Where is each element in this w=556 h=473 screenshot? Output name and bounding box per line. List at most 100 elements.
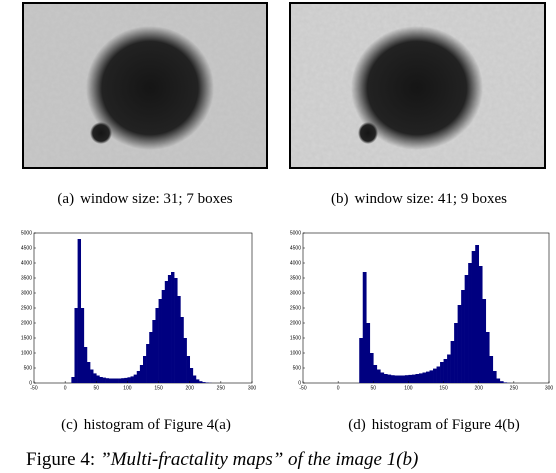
histogram-bar (461, 290, 465, 383)
y-tick-label: 3500 (290, 275, 301, 281)
plot-frame (302, 232, 550, 384)
x-tick-label: 50 (94, 385, 100, 391)
histogram-bar (373, 365, 378, 383)
x-tick-label: 0 (64, 385, 67, 391)
subfigure-text: histogram of Figure 4(b) (372, 417, 520, 433)
histogram-bar (186, 356, 191, 383)
histogram-bar (408, 374, 413, 383)
histogram-bar (433, 368, 437, 383)
y-tick-label: 1500 (21, 335, 32, 341)
histogram-bar (114, 378, 119, 383)
histogram-bar (380, 372, 385, 383)
histogram-bar (149, 332, 153, 383)
histogram-bar (475, 245, 480, 383)
histogram-bar (426, 371, 430, 383)
x-tick-label: 300 (248, 385, 257, 391)
x-tick-label: 150 (154, 385, 163, 391)
y-tick-label: 3000 (21, 290, 32, 296)
histogram-bar (468, 263, 472, 383)
histogram-bar (390, 375, 395, 383)
y-tick-label: 2000 (290, 320, 301, 326)
histogram-bar (121, 378, 125, 383)
histogram-bar (499, 381, 504, 383)
histogram-bar (485, 332, 490, 383)
y-tick-label: 0 (29, 380, 32, 386)
histogram-bar (418, 373, 423, 383)
x-tick-label: -50 (30, 385, 37, 391)
subfigure-tag: (c) (61, 417, 78, 433)
histogram-bar (171, 272, 175, 383)
y-tick-label: 2500 (290, 305, 301, 311)
x-tick-label: -50 (299, 385, 306, 391)
histogram-bar (86, 362, 91, 383)
histogram-bar (401, 375, 406, 383)
histogram-bar (482, 299, 487, 383)
y-tick-label: 4000 (21, 260, 32, 266)
histogram-bar (152, 320, 156, 383)
subfigure-tag: (d) (348, 417, 366, 433)
x-tick-label: 50 (371, 385, 377, 391)
histogram-bar (202, 382, 206, 383)
subfigure-caption: (a) window size: 31; 7 boxes (57, 191, 232, 207)
histogram-bar (496, 378, 501, 383)
y-tick-label: 4000 (290, 260, 301, 266)
histogram-bar (366, 323, 371, 383)
histogram-bar (387, 374, 392, 383)
histogram-bar (457, 305, 462, 383)
subfigure-tag: (b) (331, 191, 349, 207)
x-tick-label: 300 (545, 385, 554, 391)
figure-caption-text: ”Multi-fractality maps” of the image 1(b… (100, 449, 418, 470)
y-tick-label: 500 (293, 365, 302, 371)
histogram-bar (397, 375, 402, 383)
subfigure-caption: (b) window size: 41; 9 boxes (331, 191, 507, 207)
histogram-bar (404, 375, 409, 383)
histogram-bar (174, 278, 178, 383)
histogram-bar (158, 299, 162, 383)
image-a (22, 2, 268, 169)
x-tick-label: 200 (475, 385, 484, 391)
histogram-bar (155, 308, 159, 383)
histogram-bar (161, 290, 166, 383)
histogram-bar (478, 266, 483, 383)
y-tick-label: 500 (24, 365, 33, 371)
y-tick-label: 5000 (290, 230, 301, 236)
histogram-bar (362, 272, 367, 383)
histogram-bar (80, 308, 85, 383)
histogram-bar (99, 377, 103, 383)
histogram-bar (411, 374, 416, 383)
histogram-bar (180, 317, 184, 383)
subfigure-text: window size: 31; 7 boxes (80, 191, 233, 207)
histogram-bar (102, 377, 106, 383)
histogram-bar (192, 375, 197, 383)
y-tick-label: 1500 (290, 335, 301, 341)
subfigure-text: window size: 41; 9 boxes (355, 191, 508, 207)
histogram-bar (359, 338, 364, 383)
subfigure-caption: (d) histogram of Figure 4(b) (348, 417, 519, 433)
x-tick-label: 200 (186, 385, 195, 391)
histogram-bar (127, 377, 131, 383)
histogram-bar (183, 338, 187, 383)
histogram-bar (164, 281, 169, 383)
histogram-bar (139, 365, 144, 383)
figure-label: Figure 4: (26, 449, 95, 470)
y-tick-label: 1000 (290, 350, 301, 356)
histogram-bar (96, 375, 100, 383)
histogram-bar (492, 371, 497, 383)
histogram-bar (83, 347, 88, 383)
y-tick-label: 3500 (21, 275, 32, 281)
histogram-bar (136, 371, 141, 383)
histogram-bar (167, 275, 172, 383)
histogram-bar (489, 356, 494, 383)
histogram-bar (369, 353, 374, 383)
histogram-bar (108, 378, 113, 383)
histogram-bar (111, 378, 116, 383)
histogram-bar (77, 239, 82, 383)
histogram-bar (124, 377, 128, 383)
x-tick-label: 100 (404, 385, 413, 391)
histogram-bar (118, 378, 122, 383)
subfigure-text: histogram of Figure 4(a) (84, 417, 231, 433)
histogram-bar (443, 359, 448, 383)
subfigure-caption: (c) histogram of Figure 4(a) (61, 417, 231, 433)
